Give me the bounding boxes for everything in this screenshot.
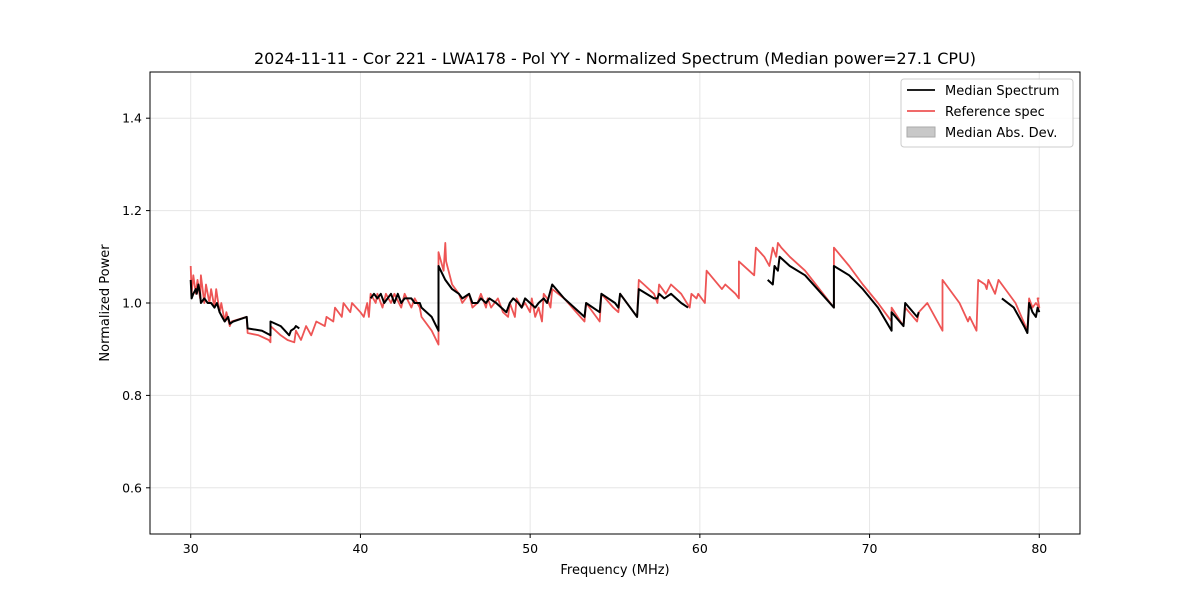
x-tick-label: 70	[862, 541, 878, 556]
y-tick-label: 0.6	[122, 480, 142, 495]
legend-box	[900, 78, 1074, 148]
x-tick-label: 30	[183, 541, 199, 556]
x-tick-label: 80	[1031, 541, 1047, 556]
x-tick-label: 60	[692, 541, 708, 556]
x-tick-label: 50	[522, 541, 538, 556]
chart-title: 2024-11-11 - Cor 221 - LWA178 - Pol YY -…	[254, 49, 976, 68]
legend-mad-label: Median Abs. Dev.	[945, 126, 1057, 141]
y-axis-label: Normalized Power	[98, 244, 113, 362]
y-tick-label: 1.2	[122, 203, 142, 218]
x-axis-label: Frequency (MHz)	[560, 563, 669, 578]
y-tick-label: 1.4	[122, 111, 142, 126]
legend: Median Spectrum Reference spec Median Ab…	[900, 78, 1074, 148]
legend-median-label: Median Spectrum	[945, 84, 1059, 99]
series-line	[189, 279, 300, 337]
axis-ticks: 30 40 50 60 70 80 0.6 0.8 1.0 1.2 1.4	[122, 111, 1047, 556]
x-tick-label: 40	[352, 541, 368, 556]
series-line	[369, 265, 689, 332]
y-tick-label: 1.0	[122, 296, 142, 311]
series-line	[767, 255, 920, 332]
series-line	[1001, 297, 1041, 334]
legend-mad-swatch	[906, 126, 936, 138]
median-spectrum-series	[189, 255, 1041, 337]
y-tick-label: 0.8	[122, 388, 142, 403]
legend-reference-label: Reference spec	[945, 105, 1045, 120]
